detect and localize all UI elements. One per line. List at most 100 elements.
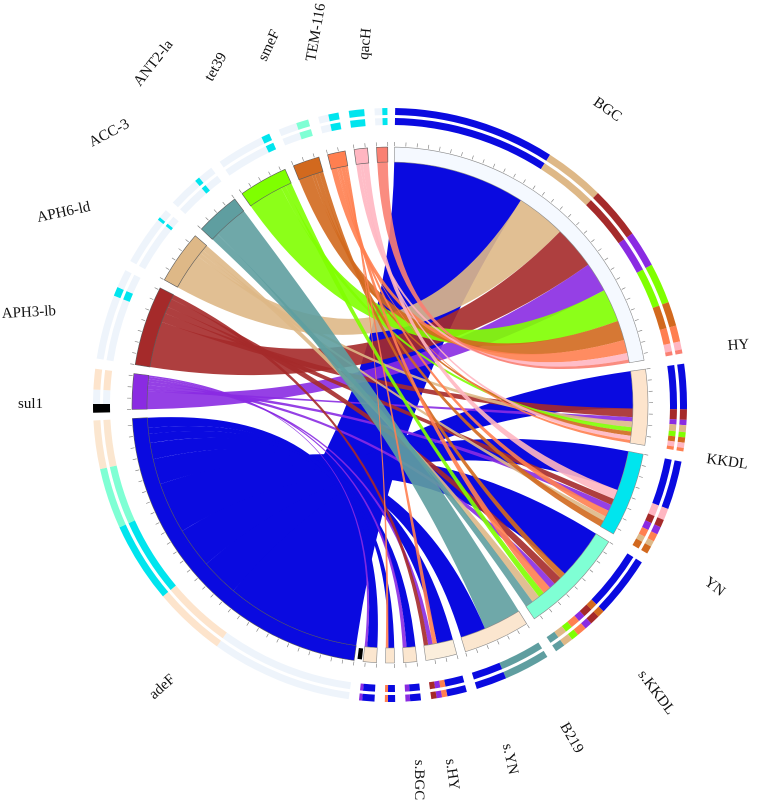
band-inner-acc3-0 (180, 188, 207, 215)
band-inner-bgc-5 (652, 305, 667, 331)
ribbon-bgc-sul1-3 (147, 264, 605, 410)
band-inner-yn-0 (591, 553, 634, 605)
label-skkdl: s.KKDL (634, 667, 678, 718)
band-inner-qach-1 (382, 118, 388, 126)
segment-bgc (393, 146, 645, 364)
band-outer-hy-4 (678, 431, 686, 438)
tick-aph3lb-5 (145, 308, 150, 311)
tick-yn-0 (609, 541, 614, 545)
band-inner-hy-6 (667, 440, 675, 447)
band-inner-smef-1 (330, 122, 342, 132)
band-outer-hy-5 (677, 436, 686, 443)
band-inner-hy-0 (667, 365, 677, 410)
tick-adef-21 (160, 532, 165, 535)
tick-adef-6 (286, 643, 290, 648)
band-inner-hy-4 (668, 430, 676, 437)
band-outer-adef-1 (162, 591, 221, 647)
tick-kkdl-2 (638, 476, 643, 478)
band-inner-adef-1 (170, 585, 227, 639)
tick-yn-8 (549, 608, 553, 613)
label-syn: s.YN (499, 742, 521, 776)
band-outer-kkdl-4 (647, 531, 658, 542)
segment-aph3lb (134, 287, 174, 368)
band-outer-ant2la-1 (261, 133, 273, 144)
band-outer-qach-1 (382, 108, 388, 116)
tick-aph6ld-2 (171, 257, 176, 261)
tick-adef-0 (353, 661, 355, 666)
label-smef: smeF (255, 27, 283, 63)
band-inner-tem116-0 (350, 119, 366, 128)
band-inner-sul1-1 (103, 370, 113, 391)
segment-mark-syn-0 (407, 649, 417, 661)
band-inner-kkdl-1 (648, 503, 659, 517)
band-inner-kkdl-4 (638, 526, 649, 537)
band-inner-sbgc-1 (360, 683, 364, 691)
tick-b219-2 (434, 660, 436, 665)
tick-ant2la-4 (278, 166, 281, 171)
label-tem116: TEM-116 (303, 2, 329, 63)
segment-tet39 (292, 156, 324, 181)
tick-aph3lb-7 (154, 287, 159, 290)
tick-b219-1 (445, 657, 448, 662)
tick-kkdl-3 (635, 486, 640, 489)
band-outer-yn-6 (560, 634, 573, 646)
tick-adef-10 (246, 622, 250, 626)
band-outer-bgc-5 (662, 302, 677, 328)
tick-bgc-31 (643, 352, 648, 354)
band-outer-b219-2 (435, 690, 443, 699)
segment-tem116 (353, 147, 370, 165)
band-inner-b219-3 (428, 681, 436, 690)
band-inner-kkdl-6 (632, 538, 643, 549)
band-outer-kkdl-5 (644, 538, 654, 547)
band-outer-adef-0 (216, 640, 350, 700)
band-inner-aph3lb-0 (106, 299, 130, 362)
band-inner-yn-6 (554, 626, 567, 638)
band-inner-bgc-8 (665, 351, 673, 357)
band-outer-hy-6 (676, 441, 685, 448)
tick-yn-3 (589, 569, 594, 573)
tick-smef-1 (337, 147, 339, 152)
tick-adef-24 (146, 501, 150, 504)
tick-skkdl-4 (486, 645, 489, 649)
band-outer-acc3-2 (199, 167, 216, 183)
band-inner-syn-0 (409, 683, 420, 692)
band-outer-adef-4 (93, 420, 107, 470)
band-inner-aph3lb-2 (126, 274, 141, 294)
band-outer-b219-0 (446, 685, 467, 697)
tick-adef-7 (276, 638, 279, 643)
tick-bgc-8 (482, 159, 485, 164)
band-outer-yn-7 (552, 639, 565, 652)
tick-adef-27 (135, 469, 140, 472)
band-outer-sul1-1 (93, 368, 103, 390)
segment-ant2la (241, 168, 292, 207)
label-acc3: ACC-3 (86, 116, 132, 150)
band-outer-kkdl-3 (651, 524, 661, 535)
band-inner-kkdl-3 (642, 520, 652, 531)
tick-bgc-19 (583, 230, 588, 234)
tick-adef-13 (218, 601, 223, 606)
segment-b219 (423, 639, 458, 661)
band-outer-bgc-0 (395, 108, 551, 161)
band-outer-yn-4 (573, 623, 586, 635)
label-qach: qacH (356, 27, 375, 60)
segment-sbgc (362, 646, 378, 663)
band-outer-hy-0 (677, 363, 687, 410)
band-inner-smef-0 (320, 124, 332, 134)
ribbon-skkdl-adef-33 (153, 448, 485, 638)
band-outer-skkdl-0 (503, 650, 548, 679)
label-shy: s.HY (442, 758, 462, 791)
band-outer-bgc-2 (593, 192, 633, 238)
tick-ant2la-2 (258, 177, 261, 181)
tick-bgc-5 (450, 149, 452, 154)
tick-aph3lb-2 (134, 341, 139, 343)
band-black-marker-0 (93, 403, 111, 413)
tick-kkdl-4 (631, 497, 636, 500)
tick-aph3lb-0 (130, 363, 135, 365)
band-outer-tem116-0 (348, 109, 365, 118)
tick-bgc-27 (630, 308, 635, 311)
band-inner-syn-1 (404, 684, 410, 692)
tick-bgc-23 (610, 267, 615, 270)
tick-hy-0 (646, 368, 651, 370)
